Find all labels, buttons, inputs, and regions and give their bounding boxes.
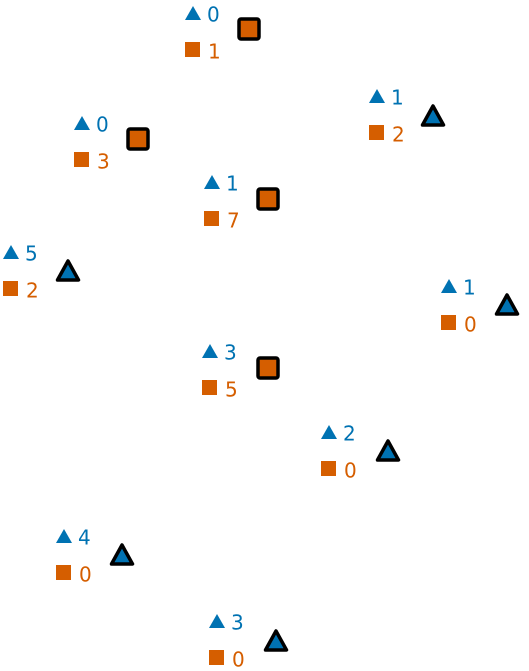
square-count-line: 0 bbox=[56, 562, 92, 586]
square-marker-icon bbox=[256, 187, 280, 211]
square-count-line: 1 bbox=[185, 39, 221, 63]
triangle-marker-icon bbox=[375, 439, 401, 462]
triangle-count-line: 1 bbox=[204, 172, 240, 194]
square-count: 0 bbox=[344, 458, 357, 482]
triangle-count: 3 bbox=[224, 340, 237, 365]
square-icon bbox=[74, 151, 89, 167]
square-count: 7 bbox=[227, 208, 240, 232]
triangle-icon bbox=[202, 343, 218, 358]
square-icon bbox=[369, 124, 384, 140]
triangle-icon bbox=[3, 244, 19, 259]
triangle-count: 3 bbox=[231, 610, 244, 635]
triangle-marker-icon bbox=[494, 293, 520, 316]
square-marker-icon bbox=[126, 127, 150, 151]
triangle-marker-icon bbox=[109, 543, 135, 566]
triangle-count: 0 bbox=[207, 2, 220, 27]
square-count-line: 7 bbox=[204, 208, 240, 232]
triangle-count: 1 bbox=[226, 171, 239, 196]
square-count: 0 bbox=[79, 562, 92, 586]
square-marker-icon bbox=[237, 17, 261, 41]
triangle-icon bbox=[441, 278, 457, 293]
triangle-icon bbox=[209, 613, 225, 628]
square-count: 2 bbox=[26, 278, 39, 302]
triangle-marker-icon bbox=[55, 259, 81, 282]
square-count: 1 bbox=[208, 39, 221, 63]
triangle-marker-icon bbox=[263, 629, 289, 652]
square-count-line: 5 bbox=[202, 377, 238, 401]
triangle-icon bbox=[321, 424, 337, 439]
triangle-count: 5 bbox=[25, 241, 38, 266]
triangle-icon bbox=[369, 88, 385, 103]
triangle-count-line: 0 bbox=[74, 113, 110, 135]
square-count: 2 bbox=[392, 122, 405, 146]
square-icon bbox=[56, 564, 71, 580]
square-count-line: 2 bbox=[369, 122, 405, 146]
square-count: 0 bbox=[464, 312, 477, 336]
square-count: 3 bbox=[97, 149, 110, 173]
square-icon bbox=[441, 314, 456, 330]
square-icon bbox=[185, 41, 200, 57]
triangle-count-line: 3 bbox=[209, 611, 245, 633]
triangle-count: 1 bbox=[391, 85, 404, 110]
triangle-count-line: 1 bbox=[369, 86, 405, 108]
square-count-line: 2 bbox=[3, 278, 39, 302]
triangle-count: 4 bbox=[78, 525, 91, 550]
square-count-line: 0 bbox=[209, 647, 245, 671]
square-icon bbox=[3, 280, 18, 296]
triangle-count: 1 bbox=[463, 275, 476, 300]
triangle-icon bbox=[185, 5, 201, 20]
square-icon bbox=[209, 649, 224, 665]
square-count: 0 bbox=[232, 647, 245, 671]
triangle-count-line: 3 bbox=[202, 341, 238, 363]
square-icon bbox=[321, 460, 336, 476]
triangle-count-line: 4 bbox=[56, 526, 92, 548]
triangle-icon bbox=[74, 115, 90, 130]
triangle-count-line: 2 bbox=[321, 422, 357, 444]
triangle-count: 0 bbox=[96, 112, 109, 137]
square-icon bbox=[202, 379, 217, 395]
triangle-icon bbox=[204, 174, 220, 189]
triangle-count-line: 5 bbox=[3, 242, 39, 264]
square-count: 5 bbox=[225, 377, 238, 401]
triangle-count-line: 1 bbox=[441, 276, 477, 298]
square-count-line: 0 bbox=[441, 312, 477, 336]
triangle-icon bbox=[56, 528, 72, 543]
square-count-line: 3 bbox=[74, 149, 110, 173]
square-count-line: 0 bbox=[321, 458, 357, 482]
triangle-count: 2 bbox=[343, 421, 356, 446]
square-marker-icon bbox=[256, 356, 280, 380]
triangle-marker-icon bbox=[420, 104, 446, 127]
square-icon bbox=[204, 210, 219, 226]
triangle-count-line: 0 bbox=[185, 3, 221, 25]
